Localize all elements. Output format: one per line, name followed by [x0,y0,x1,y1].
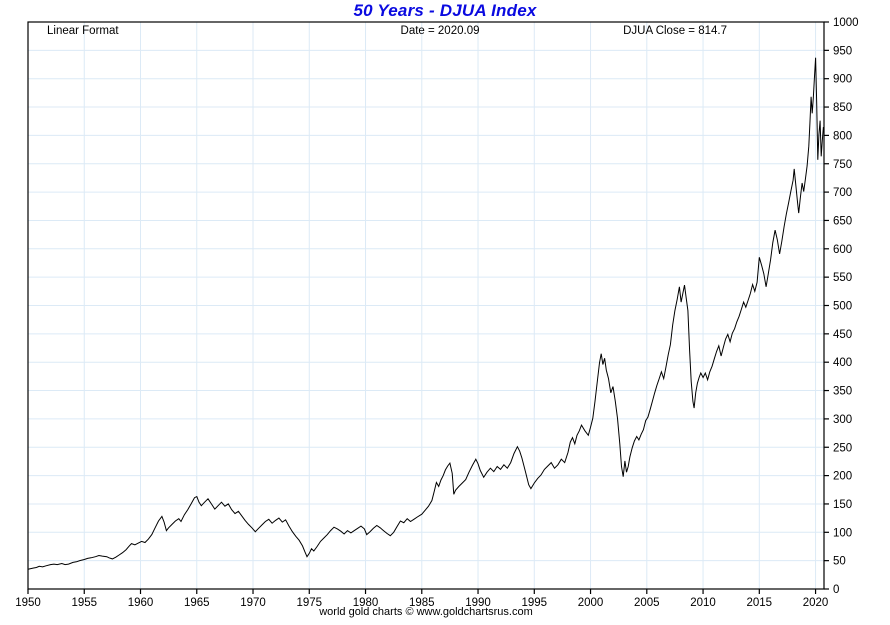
chart-title: 50 Years - DJUA Index [353,1,537,20]
y-tick-label: 750 [833,159,852,171]
y-tick-label: 250 [833,442,852,454]
date-label: Date = 2020.09 [400,25,480,37]
djua-price-line [27,57,824,570]
x-tick-label: 2015 [747,597,773,609]
y-tick-label: 500 [833,301,852,313]
x-tick-label: 2005 [634,597,660,609]
y-tick-label: 950 [833,45,852,57]
x-tick-label: 1960 [128,597,154,609]
y-tick-label: 350 [833,386,852,398]
y-tick-label: 800 [833,130,852,142]
y-tick-label: 0 [833,584,839,596]
x-tick-label: 1985 [409,597,435,609]
x-tick-label: 1970 [240,597,266,609]
x-tick-label: 1980 [353,597,379,609]
x-tick-label: 2000 [578,597,604,609]
footer-credit: world gold charts © www.goldchartsrus.co… [319,606,533,618]
x-tick-label: 1965 [184,597,210,609]
x-tick-label: 1950 [15,597,41,609]
y-tick-label: 1000 [833,17,859,29]
x-tick-label: 1955 [71,597,97,609]
y-tick-label: 850 [833,102,852,114]
x-tick-label: 2010 [690,597,716,609]
y-tick-label: 200 [833,471,852,483]
close-label: DJUA Close = 814.7 [623,25,727,37]
y-tick-label: 900 [833,74,852,86]
x-tick-label: 1975 [296,597,322,609]
x-tick-label: 1990 [465,597,491,609]
y-tick-label: 100 [833,527,852,539]
x-tick-label: 2020 [803,597,829,609]
y-tick-label: 300 [833,414,852,426]
x-tick-label: 1995 [521,597,547,609]
format-label: Linear Format [47,25,119,37]
y-tick-label: 150 [833,499,852,511]
y-tick-label: 450 [833,329,852,341]
y-tick-label: 700 [833,187,852,199]
y-tick-label: 400 [833,357,852,369]
y-tick-label: 650 [833,215,852,227]
y-tick-label: 600 [833,244,852,256]
y-tick-label: 50 [833,556,846,568]
y-tick-label: 550 [833,272,852,284]
